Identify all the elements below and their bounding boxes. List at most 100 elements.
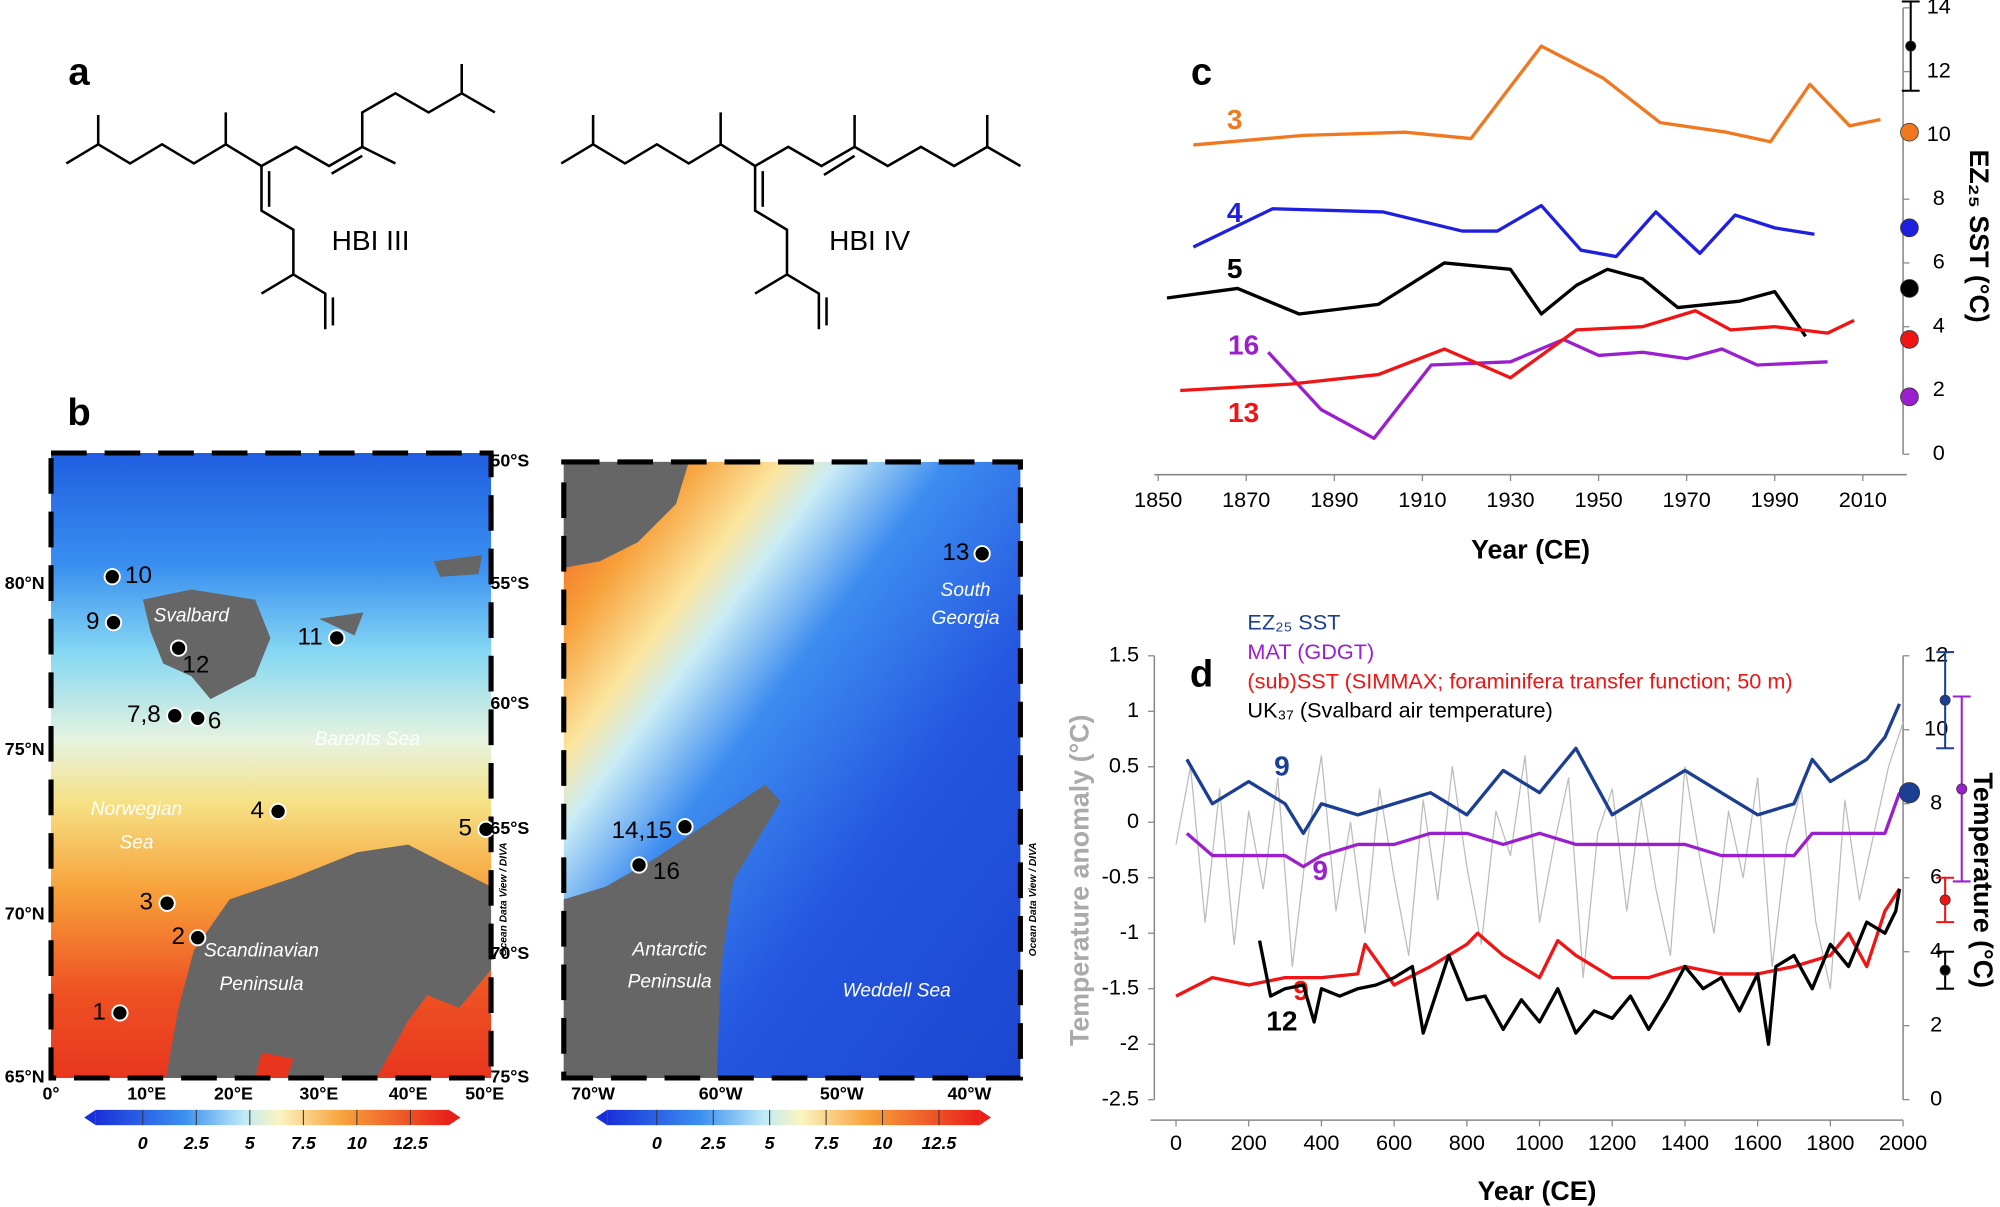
land xyxy=(165,844,492,1078)
lat-tick-label: 55°S xyxy=(490,573,529,593)
lat-tick-label: 50°S xyxy=(490,451,529,471)
station xyxy=(973,545,991,563)
series-line xyxy=(1267,337,1828,440)
lat-tick-label: 80°N xyxy=(5,573,45,593)
colorbar-tick-label: 5 xyxy=(245,1133,256,1153)
colorbar-tick-label: 10 xyxy=(873,1133,893,1153)
place-label: South xyxy=(941,580,991,601)
x-tick-label: 1970 xyxy=(1663,487,1711,512)
y-tick-label: 1.5 xyxy=(1109,642,1139,667)
colorbar-tick-label: 12.5 xyxy=(922,1133,958,1153)
station-label: 6 xyxy=(208,708,221,735)
station xyxy=(477,820,495,838)
x-tick-label: 1910 xyxy=(1398,487,1446,512)
lon-tick-label: 10°E xyxy=(127,1083,166,1103)
colorbar-tick-label: 12.5 xyxy=(393,1133,429,1153)
station xyxy=(111,1004,129,1022)
station-label: 16 xyxy=(653,858,680,885)
station xyxy=(189,709,207,727)
station xyxy=(169,639,188,657)
map-credit: Ocean Data View / DIVA xyxy=(499,843,510,957)
lat-tick-label: 70°S xyxy=(490,943,529,963)
land xyxy=(563,461,689,568)
station-label: 3 xyxy=(140,889,153,916)
station-label: 13 xyxy=(942,539,969,566)
land xyxy=(142,589,271,700)
y2-tick-label: 4 xyxy=(1930,937,1942,962)
marker xyxy=(1900,122,1919,142)
colorbar-tick-label: 0 xyxy=(652,1133,662,1153)
y-tick-label: -0.5 xyxy=(1102,863,1139,888)
y2-tick-label: 0 xyxy=(1930,1085,1942,1110)
series-line xyxy=(1180,309,1855,393)
colorbar-extend xyxy=(595,1109,608,1126)
y2-axis-title: Temperature (°C) xyxy=(1968,773,1998,988)
series-label: 9 xyxy=(1293,975,1309,1006)
series-line xyxy=(1166,261,1807,338)
lat-tick-label: 70°N xyxy=(5,903,45,923)
panel-label: d xyxy=(1190,652,1213,695)
place-label: Norwegian xyxy=(91,799,182,820)
series-line xyxy=(1192,203,1815,259)
x-tick-label: 0 xyxy=(1170,1130,1182,1155)
station xyxy=(103,568,121,586)
y2-tick-label: 8 xyxy=(1930,789,1942,814)
station-label: 5 xyxy=(458,815,471,842)
series-line xyxy=(1175,722,1904,990)
station xyxy=(166,707,184,725)
legend-entry: (sub)SST (SIMMAX; foraminifera transfer … xyxy=(1247,668,1792,693)
station-label: 11 xyxy=(298,623,323,650)
y-axis-title: Temperature anomaly (°C) xyxy=(1065,715,1095,1046)
compound-label: HBI III xyxy=(332,225,410,256)
x-tick-label: 200 xyxy=(1231,1130,1267,1155)
map-frame xyxy=(48,450,494,1081)
y-tick-label: 12 xyxy=(1927,57,1951,82)
panel-label: a xyxy=(68,50,90,93)
lat-tick-label: 60°S xyxy=(490,693,529,713)
station xyxy=(630,856,648,874)
station xyxy=(676,818,694,836)
y-tick-label: -1.5 xyxy=(1102,974,1139,999)
place-label: Peninsula xyxy=(628,971,712,992)
lon-tick-label: 40°W xyxy=(947,1083,991,1103)
station-label: 4 xyxy=(251,797,264,824)
marker xyxy=(1900,330,1919,349)
y-tick-label: 0 xyxy=(1933,440,1945,465)
series-line xyxy=(1185,703,1902,836)
station-label: 2 xyxy=(171,923,184,950)
series-line xyxy=(1257,888,1902,1046)
y-tick-label: -1 xyxy=(1120,919,1139,944)
lat-tick-label: 75°N xyxy=(5,739,45,759)
station-label: 12 xyxy=(182,651,209,678)
series-label: 16 xyxy=(1228,330,1259,361)
place-label: Scandinavian xyxy=(204,941,319,962)
station xyxy=(269,802,287,821)
series-label: 12 xyxy=(1266,1006,1297,1037)
y-tick-label: 0.5 xyxy=(1109,752,1139,777)
map-credit: Ocean Data View / DIVA xyxy=(1028,843,1039,957)
lon-tick-label: 40°E xyxy=(389,1083,428,1103)
y2-tick-label: 2 xyxy=(1930,1011,1942,1036)
y-tick-label: 6 xyxy=(1933,249,1945,274)
station xyxy=(158,894,176,912)
x-axis-title: Year (CE) xyxy=(1471,534,1590,564)
colorbar-tick-label: 7.5 xyxy=(291,1133,317,1153)
x-axis-title: Year (CE) xyxy=(1477,1176,1596,1206)
series-line xyxy=(1193,44,1881,147)
legend-entry: UK₃₇ (Svalbard air temperature) xyxy=(1247,698,1552,723)
x-tick-label: 1950 xyxy=(1574,487,1622,512)
station xyxy=(189,929,207,947)
compound-label: HBI IV xyxy=(829,225,910,256)
x-tick-label: 1930 xyxy=(1486,487,1534,512)
land xyxy=(318,555,483,636)
legend-entry: MAT (GDGT) xyxy=(1247,639,1374,664)
marker xyxy=(1900,387,1919,407)
marker xyxy=(1939,694,1951,706)
station xyxy=(328,629,346,647)
series-label: 4 xyxy=(1227,197,1243,228)
lon-tick-label: 50°W xyxy=(820,1083,864,1103)
series-label: 3 xyxy=(1227,104,1243,135)
series-line xyxy=(1185,792,1902,869)
place-label: Svalbard xyxy=(154,605,231,626)
colorbar-tick-label: 5 xyxy=(765,1133,776,1153)
